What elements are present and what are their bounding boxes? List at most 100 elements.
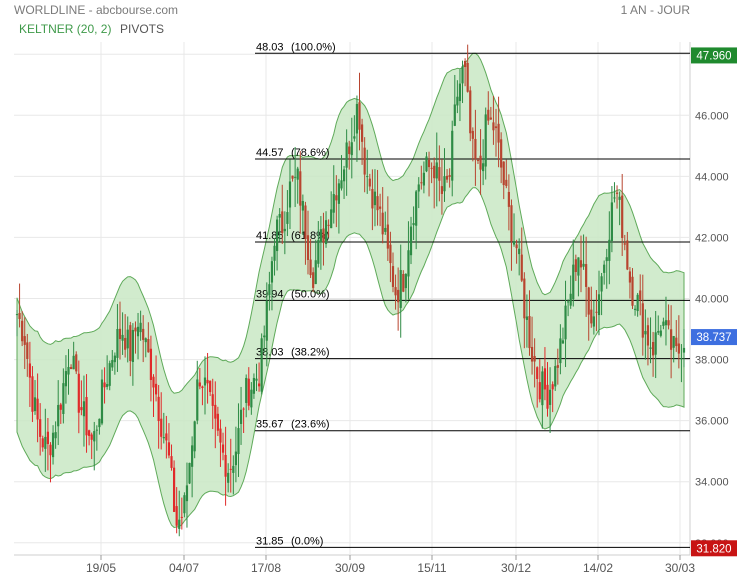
- candle-body: [219, 428, 222, 443]
- candle-body: [337, 183, 341, 204]
- candle-body: [579, 260, 583, 268]
- candle-body: [227, 472, 230, 483]
- fib-percent-label: (50.0%): [291, 288, 330, 300]
- x-tick-label: 14/02: [583, 561, 613, 575]
- candle-body: [175, 506, 178, 526]
- chart-period: 1 AN - JOUR: [621, 3, 691, 17]
- candle-body: [257, 383, 261, 387]
- candle-body: [654, 332, 657, 355]
- fib-value-label: 31.85: [256, 535, 284, 547]
- candle-body: [533, 356, 536, 362]
- candle-body: [57, 404, 60, 427]
- x-tick-label: 19/05: [86, 561, 116, 575]
- candle-body: [466, 62, 469, 92]
- candle-body: [456, 96, 459, 106]
- candle-body: [178, 519, 181, 529]
- candle-body: [500, 139, 503, 168]
- candle-body: [216, 413, 219, 431]
- fib-value-label: 48.03: [256, 41, 284, 53]
- candle-body: [296, 168, 299, 180]
- fib-percent-label: (100.0%): [291, 41, 336, 53]
- candle-body: [389, 244, 392, 264]
- candle-body: [121, 334, 124, 341]
- candle-body: [131, 329, 134, 363]
- candle-body: [391, 266, 395, 287]
- candle-body: [664, 320, 668, 326]
- candle-body: [21, 320, 24, 342]
- candle-body: [556, 365, 559, 368]
- candle-body: [172, 467, 176, 512]
- candle-body: [185, 485, 189, 502]
- candle-body: [170, 456, 173, 468]
- candle-body: [95, 429, 98, 431]
- candle-body: [623, 243, 626, 245]
- price-badge-high: [691, 47, 737, 64]
- candle-body: [675, 337, 678, 347]
- candle-body: [304, 205, 307, 239]
- y-tick-label: 40.000: [695, 294, 729, 306]
- candle-body: [77, 373, 80, 413]
- candle-body: [88, 430, 91, 436]
- candle-body: [682, 347, 686, 353]
- candle-body: [469, 90, 472, 134]
- candle-body: [659, 330, 662, 336]
- candle-body: [541, 371, 544, 406]
- candle-body: [283, 228, 286, 232]
- candle-body: [67, 366, 70, 375]
- candle-body: [263, 335, 266, 338]
- candle-body: [201, 386, 204, 388]
- candle-body: [309, 259, 312, 276]
- candle-body: [118, 328, 122, 340]
- candle-body: [157, 396, 160, 422]
- candle-body: [605, 257, 608, 262]
- candle-body: [198, 382, 201, 387]
- candle-body: [265, 300, 268, 341]
- candle-body: [312, 272, 315, 288]
- candle-body: [587, 287, 590, 315]
- candle-body: [139, 322, 142, 333]
- candle-body: [54, 432, 57, 439]
- candle-body: [149, 348, 153, 380]
- candle-body: [435, 162, 438, 179]
- candle-body: [36, 398, 39, 420]
- candle-body: [507, 191, 510, 207]
- candle-body: [626, 240, 629, 270]
- candle-body: [641, 303, 644, 338]
- candle-body: [237, 428, 240, 455]
- candle-body: [167, 442, 171, 456]
- candle-body: [111, 360, 114, 368]
- candle-body: [633, 308, 637, 310]
- candle-body: [394, 287, 397, 296]
- candle-body: [324, 220, 328, 245]
- candle-body: [497, 123, 500, 143]
- keltner-band: [16, 52, 685, 529]
- candle-body: [471, 130, 474, 139]
- candle-body: [494, 126, 498, 129]
- legend-keltner[interactable]: KELTNER (20, 2): [19, 22, 111, 36]
- candle-body: [561, 340, 565, 344]
- candle-body: [371, 188, 374, 209]
- candle-body: [203, 377, 207, 386]
- candle-body: [247, 378, 250, 406]
- candle-body: [332, 194, 335, 213]
- candle-body: [250, 389, 253, 408]
- y-tick-label: 44.000: [695, 171, 729, 183]
- candle-body: [646, 325, 650, 346]
- candle-body: [453, 104, 456, 126]
- legend-pivots[interactable]: PIVOTS: [120, 22, 164, 36]
- candle-body: [628, 271, 632, 283]
- candle-body: [314, 260, 317, 285]
- candle-body: [577, 257, 580, 276]
- candle-body: [489, 117, 492, 120]
- candle-body: [425, 156, 428, 172]
- candle-body: [39, 419, 42, 437]
- candle-body: [126, 329, 129, 349]
- candle-body: [350, 142, 353, 156]
- price-badge-low-label: 31.820: [696, 543, 731, 555]
- candle-body: [546, 384, 549, 409]
- candle-body: [569, 293, 572, 306]
- candle-body: [239, 409, 243, 424]
- candle-body: [523, 278, 526, 319]
- price-badge-low: [691, 540, 737, 557]
